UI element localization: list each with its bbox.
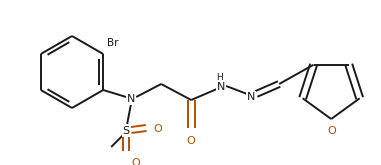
- Text: H: H: [216, 73, 223, 82]
- Text: O: O: [153, 124, 162, 134]
- Text: N: N: [127, 94, 135, 104]
- Text: O: O: [131, 158, 140, 165]
- Text: Br: Br: [107, 38, 118, 48]
- Text: N: N: [247, 92, 255, 102]
- Text: S: S: [123, 126, 130, 136]
- Text: N: N: [217, 82, 226, 92]
- Text: O: O: [187, 136, 195, 146]
- Text: O: O: [328, 126, 336, 136]
